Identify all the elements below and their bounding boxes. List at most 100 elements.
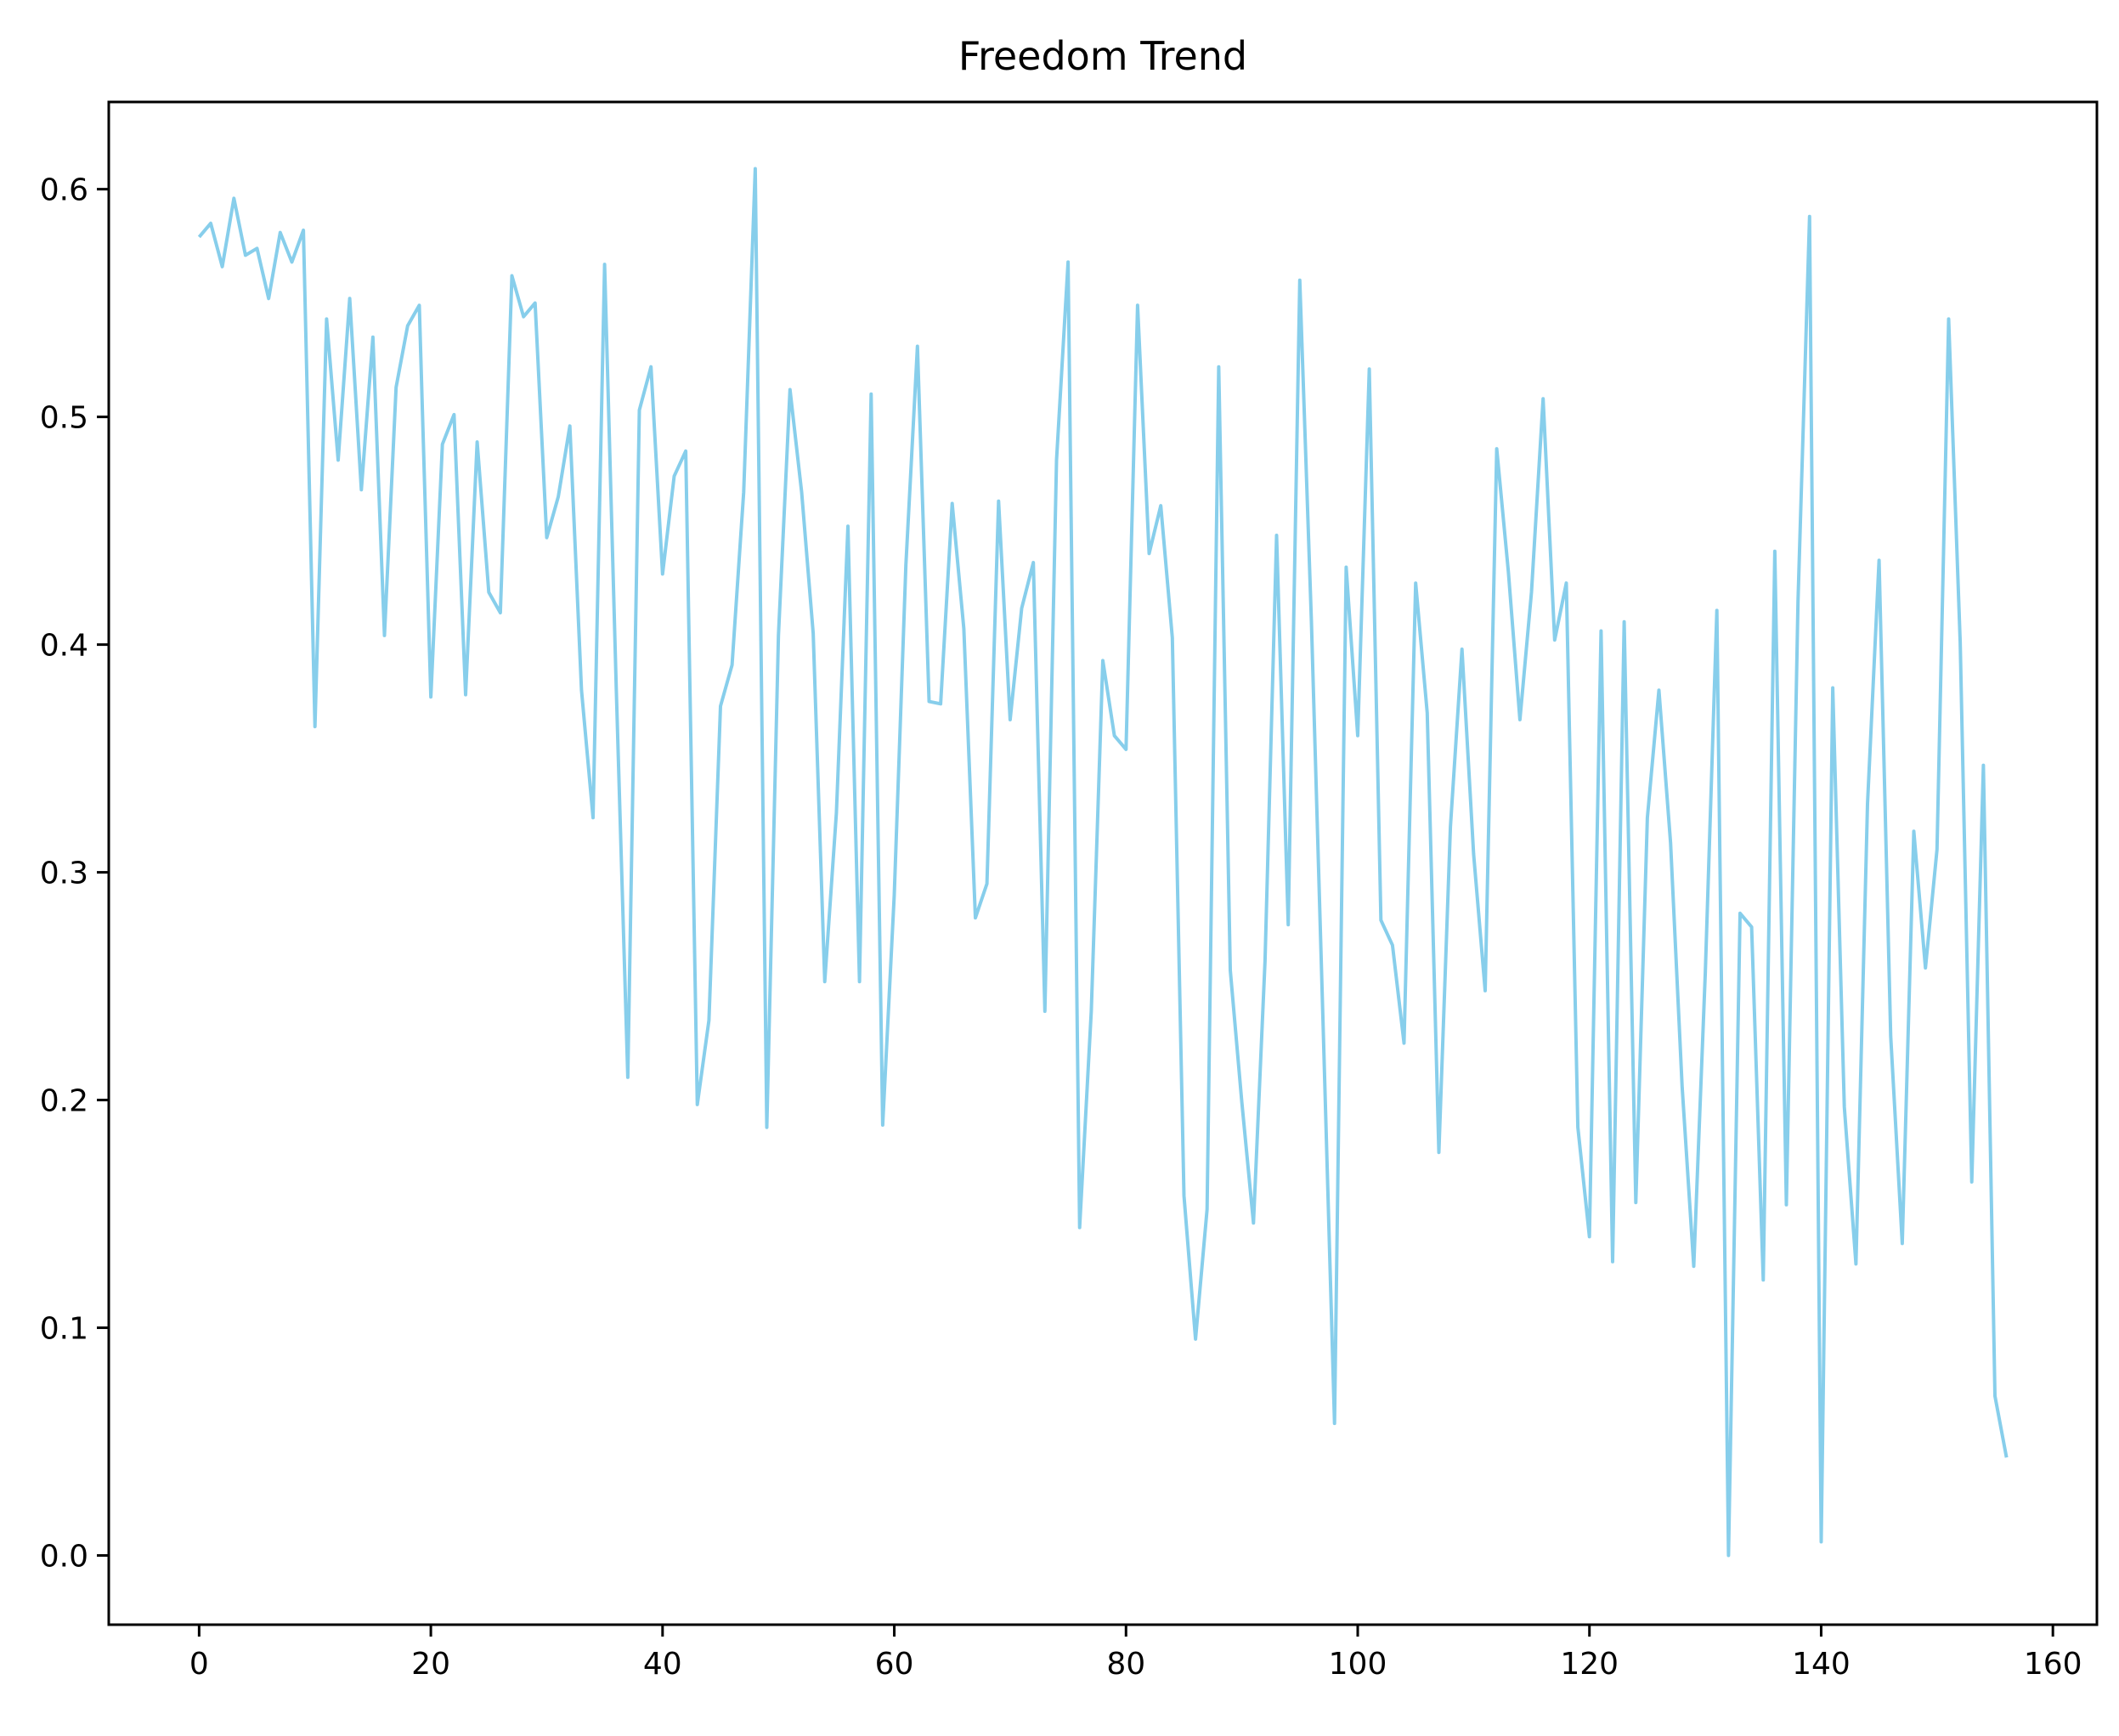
data-point (1403, 1042, 1406, 1045)
data-point (348, 297, 352, 300)
data-point (1055, 459, 1059, 462)
x-tick-label: 120 (1560, 1647, 1619, 1682)
data-point (487, 591, 490, 594)
data-point (800, 490, 804, 494)
data-point (1808, 215, 1811, 218)
x-tick-label: 160 (2024, 1647, 2082, 1682)
data-point (1646, 816, 1649, 819)
data-point (1750, 925, 1754, 929)
data-point (846, 524, 850, 528)
data-point (291, 260, 294, 263)
data-point (673, 474, 676, 478)
data-point (1901, 1241, 1904, 1245)
data-point (1820, 1541, 1823, 1544)
data-point (1738, 912, 1742, 915)
data-point (1518, 718, 1522, 721)
data-point (1461, 647, 1464, 651)
data-point (1136, 303, 1139, 307)
data-point (626, 1076, 630, 1079)
y-tick-label: 0.4 (40, 629, 88, 664)
y-tick-label: 0.5 (40, 401, 88, 436)
data-point (302, 229, 305, 232)
data-point (1414, 581, 1417, 585)
data-point (1761, 1278, 1765, 1281)
data-point (1924, 966, 1927, 970)
y-tick-label: 0.2 (40, 1084, 88, 1119)
data-point (1078, 1226, 1082, 1230)
data-point (1913, 829, 1916, 833)
data-point (904, 563, 907, 567)
data-point (1066, 260, 1070, 263)
data-point (1310, 620, 1314, 624)
data-point (579, 688, 583, 692)
data-point (1391, 943, 1394, 947)
data-point (1947, 317, 1951, 320)
data-point (267, 297, 270, 300)
data-point (279, 231, 282, 235)
data-point (1889, 1035, 1892, 1038)
data-point (1275, 534, 1279, 537)
data-point (256, 246, 259, 250)
data-point (1599, 630, 1602, 633)
data-point (1796, 600, 1800, 603)
data-point (568, 424, 572, 427)
series-line (197, 167, 2009, 1558)
data-point (1773, 550, 1777, 553)
data-point (1031, 561, 1035, 564)
data-point (511, 274, 514, 278)
data-point (1321, 1019, 1325, 1022)
axes-frame (107, 100, 2099, 1626)
data-point (1089, 1009, 1093, 1013)
data-point (232, 196, 235, 200)
data-point (951, 502, 954, 506)
data-point (684, 450, 687, 453)
data-point (406, 324, 410, 327)
data-point (1438, 1151, 1441, 1154)
data-point (1194, 1337, 1197, 1341)
data-point (603, 263, 607, 266)
data-point (325, 317, 328, 320)
data-point (1379, 919, 1382, 922)
data-point (476, 440, 479, 444)
data-point (719, 704, 722, 708)
data-point (823, 980, 827, 983)
y-tick-label: 0.3 (40, 857, 88, 891)
data-point (1692, 1264, 1696, 1268)
data-point (1866, 802, 1869, 806)
data-point (1009, 718, 1012, 721)
data-point (962, 627, 965, 631)
data-point (557, 495, 560, 498)
data-point (1344, 566, 1348, 569)
data-point (696, 1103, 699, 1106)
data-point (534, 302, 537, 305)
data-point (834, 811, 838, 815)
data-point (209, 222, 212, 225)
data-point (811, 631, 815, 635)
data-point (881, 1123, 884, 1127)
chart-title: Freedom Trend (958, 33, 1247, 79)
data-point (1981, 764, 1985, 767)
data-point (1148, 551, 1151, 555)
data-point (1252, 1221, 1255, 1224)
data-point (336, 459, 340, 462)
data-point (1113, 734, 1116, 738)
x-tick-label: 80 (1106, 1647, 1145, 1682)
data-point (661, 573, 664, 576)
data-point (2005, 1456, 2009, 1459)
y-tick-label: 0.6 (40, 173, 88, 208)
data-point (1553, 638, 1557, 642)
data-point (244, 253, 247, 257)
data-point (1704, 971, 1707, 975)
data-point (707, 1019, 710, 1022)
data-point (522, 315, 525, 319)
data-point (1935, 848, 1939, 851)
data-point (1588, 1235, 1591, 1238)
data-point (1286, 923, 1290, 926)
data-point (986, 882, 989, 885)
data-point (1217, 365, 1220, 369)
data-point (1611, 1260, 1614, 1264)
data-point (1831, 687, 1834, 690)
data-point (1426, 711, 1429, 715)
y-tick-label: 0.1 (40, 1312, 88, 1347)
